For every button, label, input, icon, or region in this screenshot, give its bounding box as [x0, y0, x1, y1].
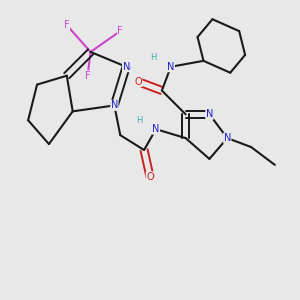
Text: H: H	[136, 116, 143, 125]
Text: N: N	[224, 133, 231, 143]
Text: F: F	[85, 71, 90, 81]
Text: O: O	[146, 172, 154, 182]
Text: N: N	[111, 100, 118, 110]
Text: H: H	[150, 53, 156, 62]
Text: N: N	[122, 62, 130, 72]
Text: N: N	[206, 109, 213, 119]
Text: F: F	[64, 20, 70, 30]
Text: N: N	[152, 124, 160, 134]
Text: F: F	[118, 26, 123, 36]
Text: O: O	[134, 76, 142, 87]
Text: N: N	[167, 62, 175, 72]
